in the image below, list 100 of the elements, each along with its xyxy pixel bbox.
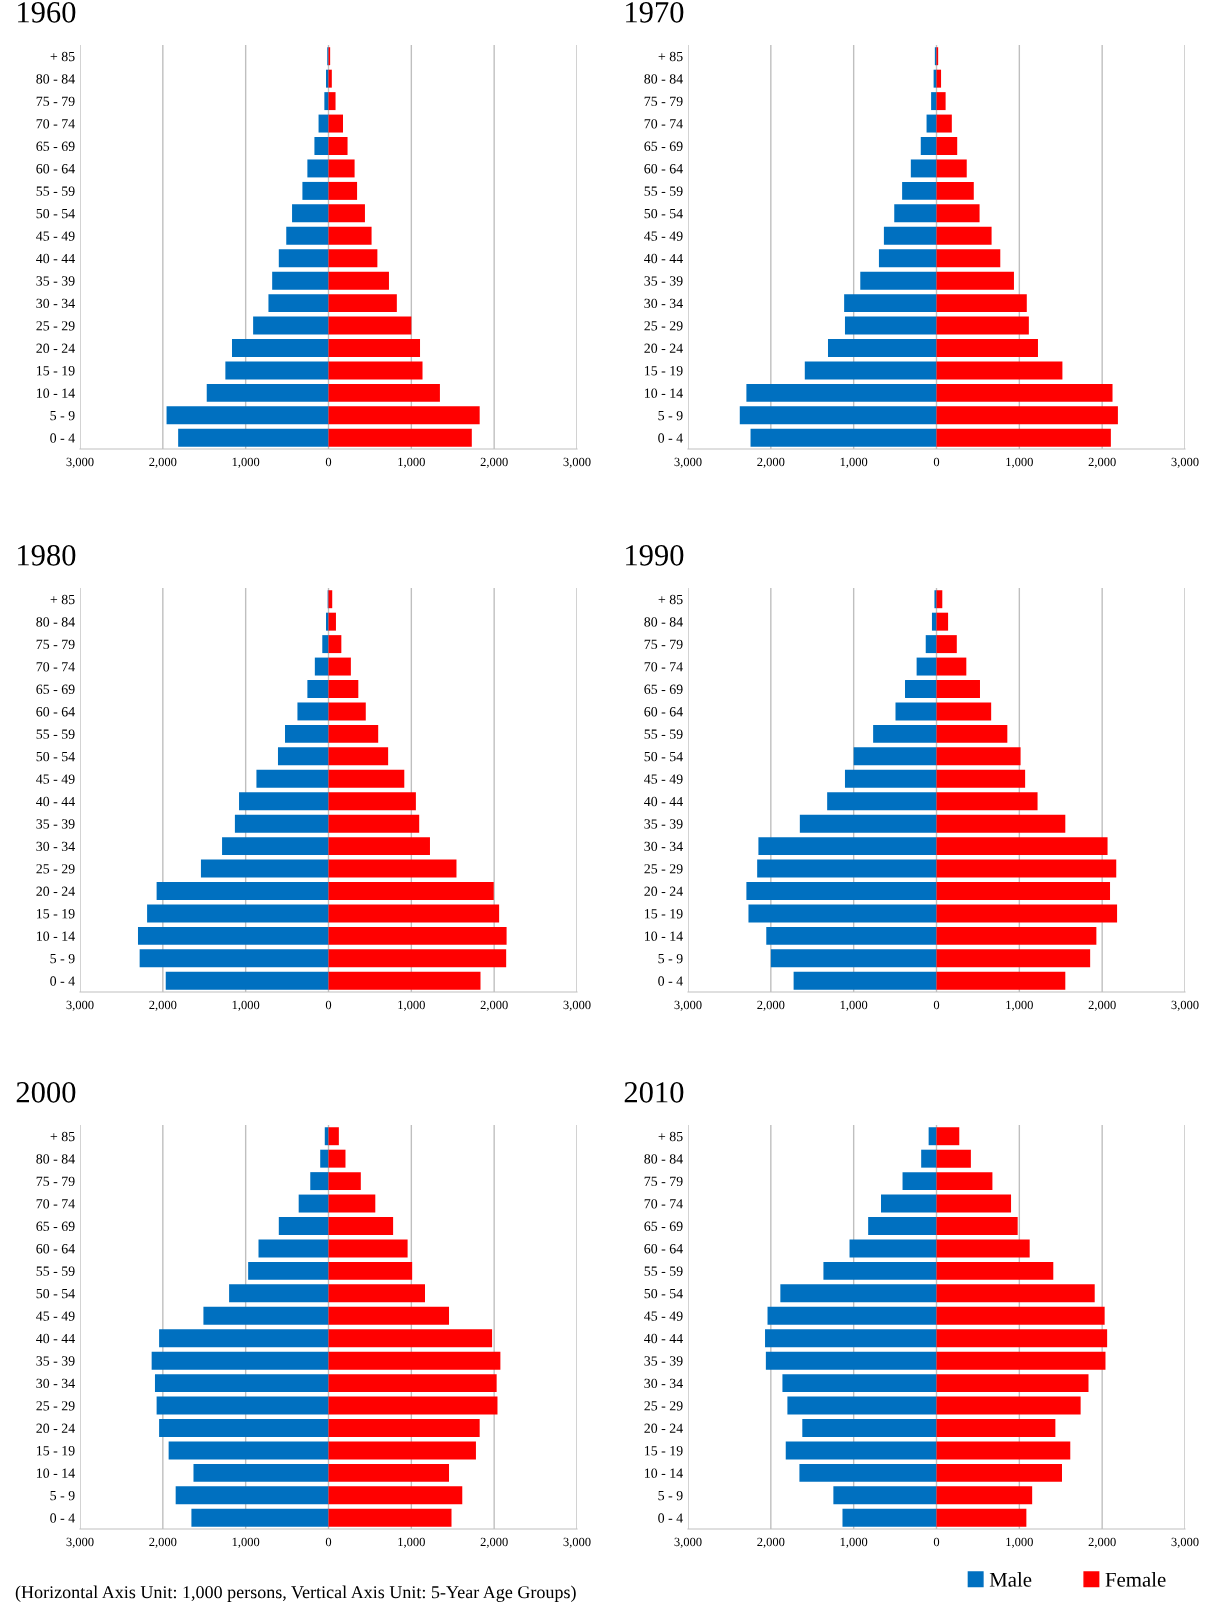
bar <box>936 204 980 223</box>
bar <box>328 747 389 766</box>
bar <box>936 657 967 676</box>
bar <box>936 1396 1081 1415</box>
bar <box>936 612 949 631</box>
y-tick-label: 40 - 44 <box>644 253 683 264</box>
y-tick-label: 10 - 14 <box>37 388 75 398</box>
bar <box>765 1329 937 1348</box>
y-tick-label: 30 - 34 <box>36 841 75 852</box>
bar <box>286 226 329 245</box>
bar <box>936 226 992 245</box>
y-tick-label: 60 - 64 <box>644 1244 683 1254</box>
y-tick-label: 40 - 44 <box>644 1333 683 1344</box>
y-tick-label: 40 - 44 <box>36 253 75 264</box>
y-tick-label: 20 - 24 <box>644 1423 683 1433</box>
y-tick-label: 60 - 64 <box>644 707 683 717</box>
legend-label: Female <box>1105 1572 1166 1587</box>
bar <box>328 612 336 631</box>
bar <box>802 1419 937 1437</box>
y-tick-label: 25 - 29 <box>644 1401 683 1411</box>
y-tick-label: 75 - 79 <box>36 1176 75 1187</box>
bar <box>936 635 957 654</box>
bar <box>324 1127 329 1146</box>
y-tick-label: 80 - 84 <box>36 617 75 627</box>
bar <box>328 1351 501 1370</box>
bar <box>328 137 348 155</box>
x-tick-label: 1,000 <box>232 457 260 468</box>
bar <box>318 114 329 133</box>
y-tick-label: 45 - 49 <box>36 774 75 784</box>
bar <box>328 792 416 811</box>
bar <box>248 1261 329 1280</box>
bar <box>766 926 937 945</box>
bar <box>883 226 937 245</box>
x-tick-label: 3,000 <box>674 457 702 468</box>
bar <box>925 635 937 654</box>
y-tick-label: 80 - 84 <box>36 1154 75 1164</box>
bar <box>936 1284 1095 1303</box>
y-tick-label: 5 - 9 <box>50 1490 75 1501</box>
bar <box>936 339 1038 357</box>
bar <box>159 1329 329 1348</box>
bar <box>765 1351 937 1370</box>
bar <box>298 1194 329 1213</box>
y-tick-label: 60 - 64 <box>36 164 75 174</box>
bar <box>881 1194 937 1213</box>
bar <box>936 747 1021 766</box>
bar <box>328 316 412 335</box>
y-tick-label: 55 - 59 <box>36 186 75 196</box>
bar <box>326 612 329 631</box>
bar <box>328 406 480 425</box>
bar <box>936 92 946 111</box>
bar <box>936 1194 1012 1213</box>
bar <box>328 1172 361 1191</box>
bar <box>307 680 329 698</box>
bar <box>278 249 329 268</box>
x-tick-label: 2,000 <box>757 457 785 468</box>
bar <box>936 680 980 698</box>
x-tick-label: 3,000 <box>1171 1537 1199 1548</box>
chart-title: 1960 <box>18 2 76 23</box>
y-tick-label: 65 - 69 <box>644 684 683 694</box>
bar <box>328 181 358 200</box>
x-tick-label: 0 <box>325 1537 332 1547</box>
bar <box>902 181 937 200</box>
bar <box>178 428 329 447</box>
bar <box>785 1441 937 1460</box>
x-tick-label: 3,000 <box>1171 457 1199 468</box>
bar <box>936 724 1008 743</box>
x-tick-label: 0 <box>933 457 940 467</box>
y-tick-label: 70 - 74 <box>36 119 75 129</box>
y-tick-label: 60 - 64 <box>36 1244 75 1254</box>
bar <box>936 1508 1027 1527</box>
y-tick-label: 45 - 49 <box>36 1311 75 1321</box>
y-tick-label: 0 - 4 <box>658 976 683 986</box>
text: (Horizontal Axis Unit: 1,000 persons, Vertical Axis Unit: 5-Year Age Groups) <box>15 1585 576 1602</box>
bar <box>328 114 343 133</box>
bar <box>258 1239 329 1258</box>
bar <box>804 361 937 380</box>
bar <box>165 971 329 990</box>
x-tick-label: 3,000 <box>563 1537 591 1548</box>
bar <box>239 792 329 811</box>
bar <box>168 1441 329 1460</box>
x-tick-label: 0 <box>325 457 332 467</box>
bar <box>799 814 937 833</box>
bar <box>328 1508 452 1527</box>
y-tick-label: 60 - 64 <box>644 164 683 174</box>
bar <box>328 159 355 178</box>
y-tick-label: 10 - 14 <box>645 1468 683 1478</box>
bar <box>844 316 937 335</box>
y-tick-label: 45 - 49 <box>36 231 75 241</box>
y-tick-label: 40 - 44 <box>36 796 75 807</box>
y-tick-label: 15 - 19 <box>645 909 683 919</box>
x-tick-label: 1,000 <box>840 457 868 468</box>
bar <box>936 971 1066 990</box>
bar <box>936 249 1001 268</box>
y-tick-label: 45 - 49 <box>644 1311 683 1321</box>
bar <box>137 926 329 945</box>
x-tick-label: 1,000 <box>840 1000 868 1011</box>
y-tick-label: 15 - 19 <box>645 366 683 376</box>
x-tick-label: 0 <box>933 1537 940 1547</box>
bar <box>310 1172 329 1191</box>
bar <box>328 680 359 698</box>
